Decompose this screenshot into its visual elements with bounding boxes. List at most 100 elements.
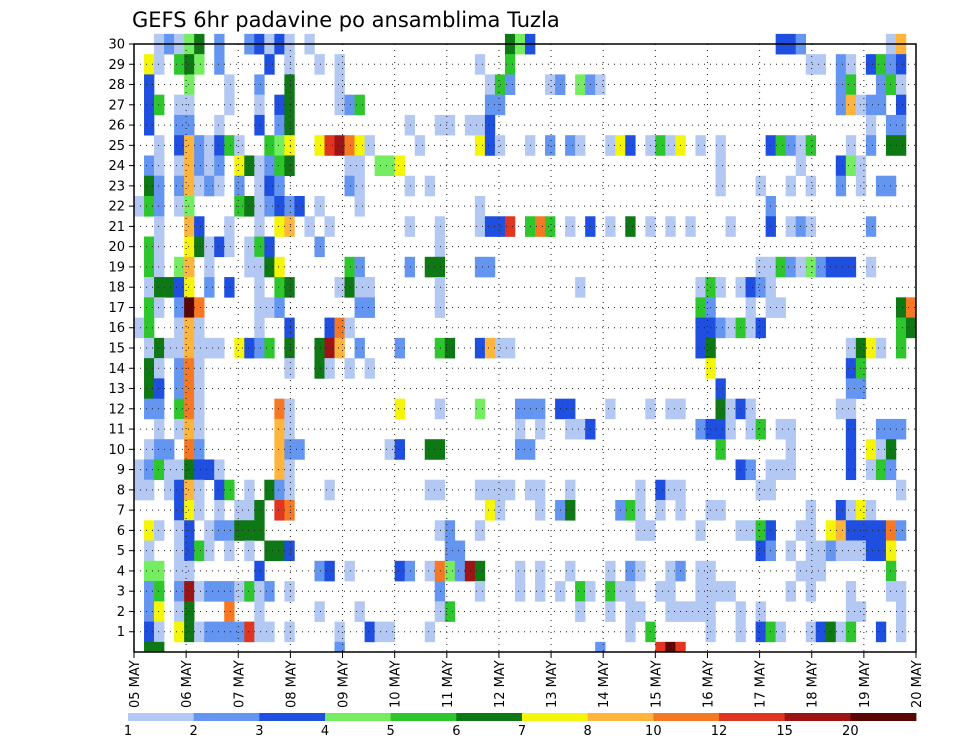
data-cell bbox=[144, 459, 155, 481]
data-cell bbox=[635, 560, 646, 582]
data-cell bbox=[284, 135, 295, 156]
data-cell bbox=[184, 520, 195, 541]
data-cell bbox=[244, 581, 255, 602]
data-cell bbox=[264, 581, 275, 602]
data-cell bbox=[855, 378, 867, 399]
data-cell bbox=[364, 358, 375, 379]
colorbar-label: 10 bbox=[645, 724, 662, 739]
data-cell bbox=[855, 155, 867, 177]
data-cell bbox=[775, 621, 786, 643]
data-cell bbox=[444, 337, 456, 359]
data-cell bbox=[184, 114, 195, 136]
data-cell bbox=[815, 54, 827, 75]
data-cell bbox=[184, 196, 195, 217]
colorbar-swatch bbox=[850, 713, 917, 721]
y-tick-label: 25 bbox=[108, 139, 125, 154]
data-cell bbox=[835, 540, 847, 562]
data-cell bbox=[775, 135, 786, 156]
data-cell bbox=[454, 560, 466, 582]
data-cell bbox=[424, 256, 436, 278]
data-cell bbox=[885, 581, 897, 602]
data-cell bbox=[284, 317, 295, 339]
data-cell bbox=[845, 500, 857, 521]
data-cell bbox=[244, 540, 255, 562]
data-cell bbox=[154, 560, 165, 582]
data-cell bbox=[605, 398, 616, 420]
data-cell bbox=[264, 297, 275, 318]
data-cell bbox=[504, 74, 516, 95]
data-cell bbox=[535, 398, 546, 420]
data-cell bbox=[334, 621, 345, 643]
data-cell bbox=[835, 500, 847, 521]
data-cell bbox=[274, 175, 285, 197]
data-cell bbox=[144, 560, 155, 582]
data-cell bbox=[755, 479, 766, 501]
data-cell bbox=[144, 520, 155, 541]
data-cell bbox=[194, 297, 205, 318]
data-cell bbox=[144, 155, 155, 177]
data-cell bbox=[234, 135, 245, 156]
data-cell bbox=[244, 479, 255, 501]
data-cell bbox=[354, 277, 365, 298]
data-cell bbox=[204, 621, 215, 643]
data-cell bbox=[565, 216, 576, 237]
data-cell bbox=[154, 54, 165, 75]
data-cell bbox=[184, 378, 195, 399]
data-cell bbox=[144, 358, 155, 379]
x-tick-label: 17 MAY bbox=[754, 660, 769, 708]
data-cell bbox=[635, 500, 646, 521]
data-cell bbox=[214, 479, 225, 501]
y-tick-label: 22 bbox=[108, 200, 125, 215]
data-cell bbox=[565, 560, 576, 582]
data-cell bbox=[284, 500, 295, 521]
colorbar-label: 5 bbox=[387, 724, 395, 739]
x-tick-label: 05 MAY bbox=[128, 660, 143, 708]
data-cell bbox=[845, 439, 857, 460]
data-cell bbox=[264, 337, 275, 359]
x-tick-label: 11 MAY bbox=[441, 660, 456, 708]
data-cell bbox=[875, 621, 887, 643]
data-cell bbox=[575, 74, 586, 95]
data-cell bbox=[284, 621, 295, 643]
data-cell bbox=[895, 337, 907, 359]
data-cell bbox=[845, 398, 857, 420]
colorbar-swatch bbox=[653, 713, 720, 721]
data-cell bbox=[695, 337, 706, 359]
data-cell bbox=[174, 378, 185, 399]
data-cell bbox=[194, 135, 205, 156]
data-cell bbox=[154, 601, 165, 622]
data-cell bbox=[184, 236, 195, 258]
y-tick-label: 29 bbox=[108, 58, 125, 73]
data-cell bbox=[214, 520, 225, 541]
data-cell bbox=[885, 74, 897, 95]
data-cell bbox=[885, 459, 897, 481]
data-cell bbox=[334, 277, 345, 298]
y-tick-label: 8 bbox=[117, 483, 125, 498]
data-cell bbox=[845, 358, 857, 379]
data-cell bbox=[895, 520, 907, 541]
data-cell bbox=[855, 358, 867, 379]
data-cell bbox=[194, 317, 205, 339]
data-cell bbox=[314, 358, 325, 379]
data-cell bbox=[254, 74, 265, 95]
data-cell bbox=[184, 297, 195, 318]
data-cell bbox=[715, 155, 726, 177]
colorbar-swatch bbox=[259, 713, 326, 721]
data-cell bbox=[224, 236, 235, 258]
colorbar-swatch bbox=[522, 713, 589, 721]
data-cell bbox=[284, 439, 295, 460]
data-cell bbox=[174, 479, 185, 501]
data-cell bbox=[875, 175, 887, 197]
data-cell bbox=[434, 337, 446, 359]
data-cell bbox=[695, 317, 706, 339]
data-cell bbox=[895, 74, 907, 95]
data-cell bbox=[174, 520, 185, 541]
data-cell bbox=[194, 378, 205, 399]
data-cell bbox=[254, 114, 265, 136]
data-cell bbox=[484, 256, 496, 278]
data-cell bbox=[535, 581, 546, 602]
data-cell bbox=[665, 216, 676, 237]
data-cell bbox=[274, 135, 285, 156]
data-cell bbox=[194, 500, 205, 521]
data-cell bbox=[234, 581, 245, 602]
